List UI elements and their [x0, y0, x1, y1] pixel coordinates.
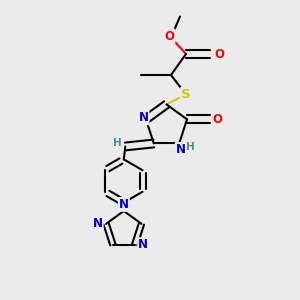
Text: N: N: [93, 217, 103, 230]
Text: S: S: [181, 88, 191, 101]
Text: O: O: [212, 113, 222, 126]
Text: N: N: [138, 238, 148, 251]
Text: O: O: [214, 47, 224, 61]
Text: O: O: [164, 29, 175, 43]
Text: N: N: [139, 111, 148, 124]
Text: N: N: [119, 198, 129, 211]
Text: H: H: [186, 142, 195, 152]
Text: N: N: [176, 143, 186, 156]
Text: H: H: [112, 138, 121, 148]
